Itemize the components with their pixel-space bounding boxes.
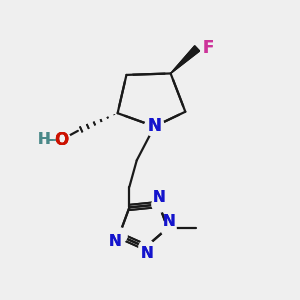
- Text: N: N: [141, 246, 153, 261]
- Text: N: N: [163, 214, 175, 229]
- Polygon shape: [171, 46, 200, 74]
- Text: F: F: [202, 39, 214, 57]
- Text: O: O: [55, 131, 69, 149]
- Text: N: N: [163, 214, 175, 229]
- Polygon shape: [171, 46, 200, 74]
- Text: H: H: [38, 132, 50, 147]
- Text: N: N: [148, 117, 161, 135]
- Text: N: N: [108, 234, 121, 249]
- Text: H: H: [38, 132, 50, 147]
- Text: N: N: [148, 117, 161, 135]
- Text: N: N: [108, 234, 121, 249]
- Text: N: N: [152, 190, 165, 206]
- Text: N: N: [152, 190, 165, 206]
- Text: N: N: [141, 246, 153, 261]
- Text: O: O: [55, 131, 69, 149]
- Text: F: F: [202, 39, 214, 57]
- Text: O: O: [55, 131, 69, 149]
